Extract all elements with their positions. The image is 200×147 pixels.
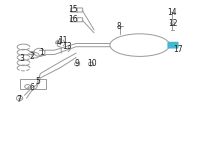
Text: 13: 13: [62, 42, 72, 51]
Text: 9: 9: [75, 59, 80, 68]
Text: 3: 3: [19, 54, 24, 63]
Text: 4: 4: [57, 38, 62, 47]
Text: 12: 12: [168, 19, 177, 28]
Text: 15: 15: [68, 5, 78, 14]
Text: 14: 14: [168, 8, 177, 17]
Text: 11: 11: [59, 36, 68, 45]
Text: 17: 17: [174, 45, 183, 54]
Text: 2: 2: [29, 52, 34, 61]
Text: 10: 10: [87, 59, 97, 68]
FancyBboxPatch shape: [168, 42, 178, 48]
Text: 7: 7: [16, 95, 21, 104]
Text: 6: 6: [29, 83, 34, 92]
Text: 8: 8: [116, 22, 121, 31]
Text: 16: 16: [68, 15, 78, 24]
Text: 1: 1: [39, 48, 44, 57]
Text: 5: 5: [35, 77, 40, 86]
